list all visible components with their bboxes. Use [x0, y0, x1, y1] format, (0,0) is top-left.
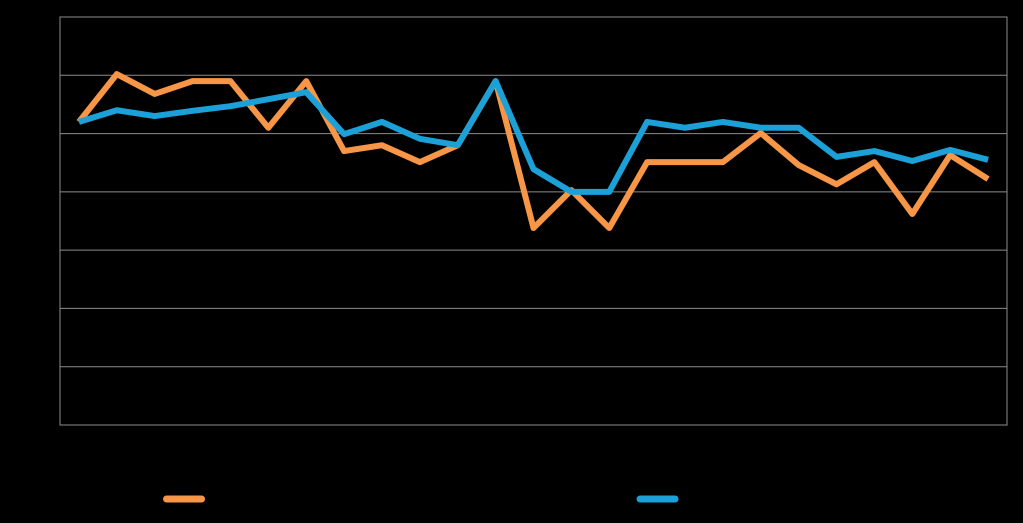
series-line — [78, 78, 989, 195]
series-line — [76, 71, 990, 231]
plot-frame — [59, 16, 1008, 426]
